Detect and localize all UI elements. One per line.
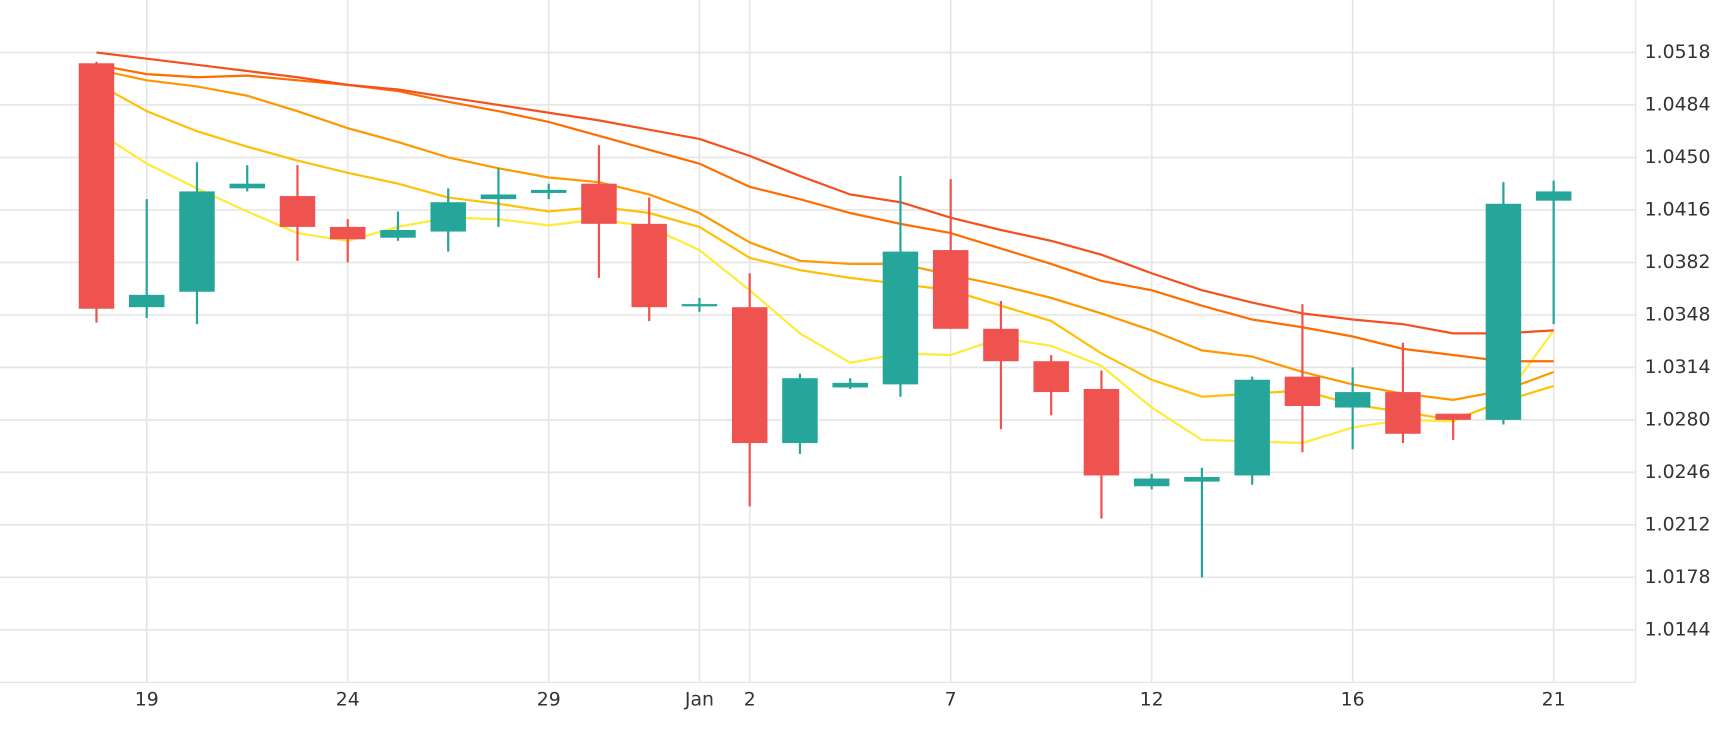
- moving-average-line: [95, 130, 1555, 445]
- x-tick-label: 16: [1341, 690, 1365, 711]
- candle-body: [530, 189, 567, 193]
- candle-body: [882, 251, 919, 385]
- x-tick-label: 21: [1542, 690, 1566, 711]
- candle-body: [1033, 361, 1069, 393]
- moving-average-line: [96, 68, 1555, 401]
- candle-body: [78, 63, 115, 309]
- y-tick-label: 1.0280: [1645, 409, 1711, 430]
- y-tick-label: 1.0178: [1645, 567, 1711, 588]
- y-tick-label: 1.0246: [1645, 462, 1711, 483]
- y-tick-label: 1.0450: [1645, 147, 1711, 168]
- candle-body: [279, 196, 316, 227]
- candle-body: [631, 223, 667, 308]
- x-tick-label: Jan: [684, 690, 714, 711]
- candle-body: [380, 230, 416, 238]
- y-tick-label: 1.0518: [1645, 42, 1711, 63]
- x-tick-label: 29: [537, 690, 561, 711]
- candle-body: [1435, 413, 1471, 420]
- candle-body: [1234, 379, 1270, 476]
- candle-body: [731, 307, 768, 444]
- candle-body: [430, 202, 466, 232]
- candle-body: [1083, 389, 1120, 476]
- candle-body: [1284, 376, 1321, 406]
- candle-body: [832, 382, 868, 388]
- candle-body: [932, 250, 969, 329]
- candle-body: [581, 183, 617, 224]
- candle-body: [1385, 392, 1421, 434]
- y-tick-label: 1.0314: [1645, 357, 1711, 378]
- x-tick-label: 24: [336, 690, 360, 711]
- y-tick-label: 1.0144: [1645, 619, 1711, 640]
- candle-body: [782, 378, 818, 444]
- candle-body: [1535, 191, 1572, 201]
- candle-body: [1184, 476, 1220, 482]
- y-tick-label: 1.0416: [1645, 199, 1711, 220]
- candle-body: [983, 328, 1019, 362]
- candle-body: [1334, 392, 1371, 408]
- candle-body: [128, 294, 165, 308]
- candle-body: [681, 304, 718, 307]
- x-tick-label: 7: [945, 690, 957, 711]
- x-tick-label: 19: [135, 690, 159, 711]
- y-tick-label: 1.0484: [1645, 94, 1711, 115]
- y-tick-label: 1.0348: [1645, 304, 1711, 325]
- candle-body: [1485, 203, 1522, 420]
- x-tick-label: 2: [744, 690, 756, 711]
- x-tick-label: 12: [1140, 690, 1164, 711]
- y-tick-label: 1.0212: [1645, 514, 1711, 535]
- moving-average-line: [96, 51, 1554, 335]
- candle-body: [480, 194, 517, 200]
- candle-body: [1133, 478, 1170, 487]
- y-tick-label: 1.0382: [1645, 252, 1711, 273]
- candle-body: [229, 183, 265, 189]
- moving-average-line: [95, 82, 1554, 422]
- candle-body: [179, 191, 215, 292]
- candle-body: [329, 226, 366, 240]
